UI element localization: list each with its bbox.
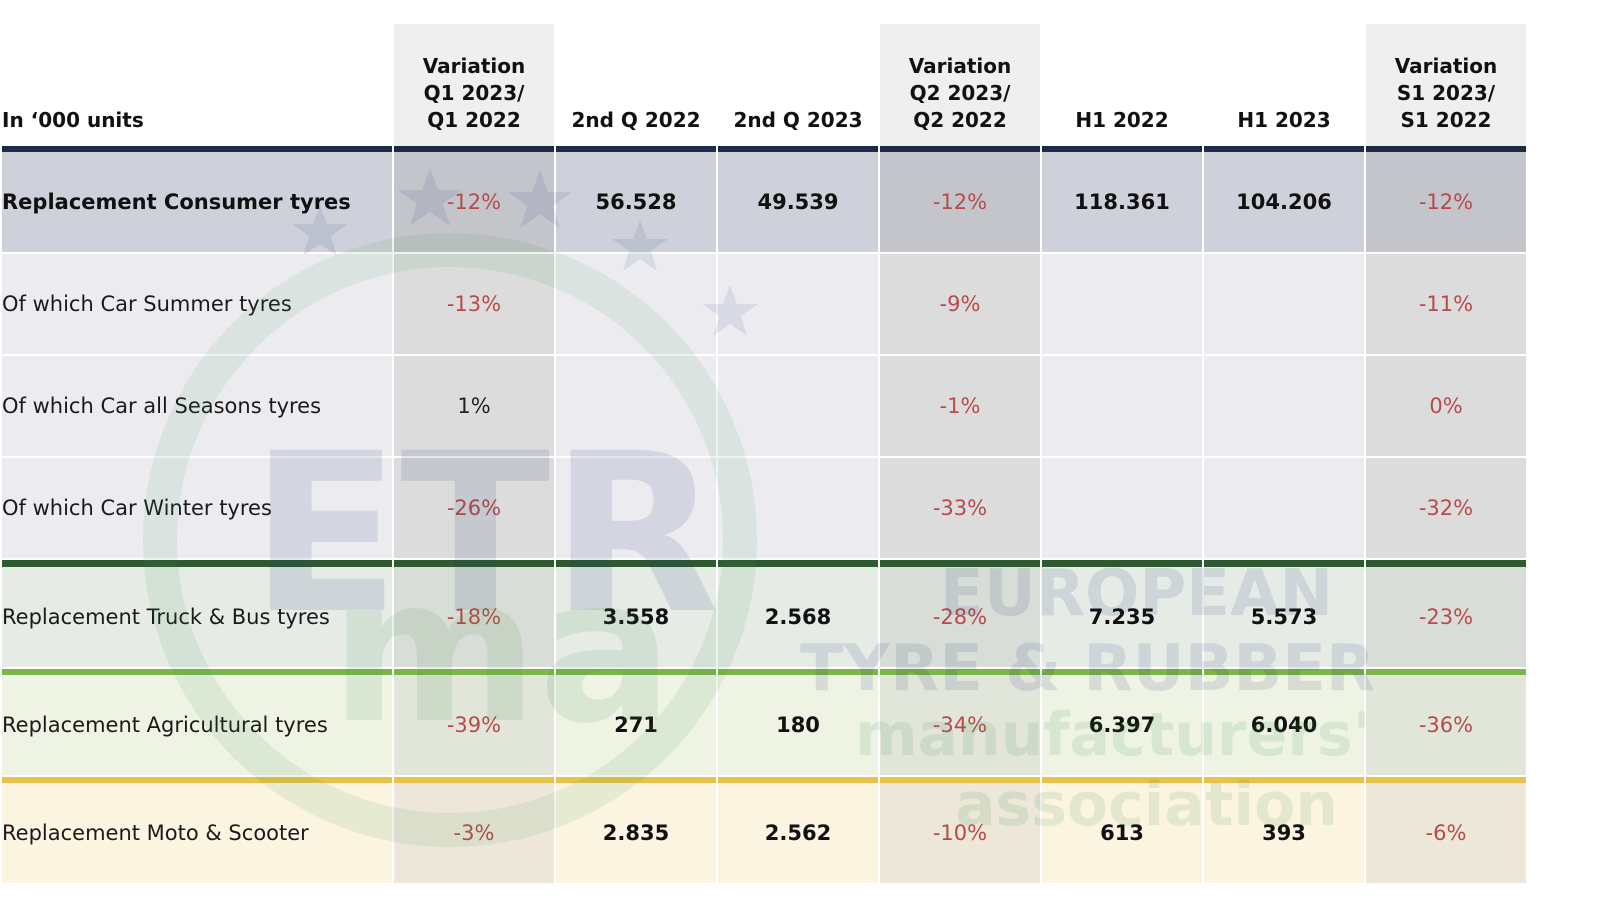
row-label: Of which Car Summer tyres xyxy=(2,254,392,356)
value-cell xyxy=(556,254,716,356)
column-header-variation-s1-2023-s1-2022: Variation S1 2023/S1 2022 xyxy=(1366,24,1526,152)
table-row-of-which-car-winter-tyres: Of which Car Winter tyres -26% -33% -32% xyxy=(2,458,1526,560)
value-cell: 2.568 xyxy=(718,560,878,669)
value-cell xyxy=(1042,356,1202,458)
row-label: Replacement Moto & Scooter xyxy=(2,777,392,885)
variation-cell: -23% xyxy=(1366,560,1526,669)
row-label: Replacement Truck & Bus tyres xyxy=(2,560,392,669)
column-header-line: Variation xyxy=(1394,54,1498,78)
variation-cell: -11% xyxy=(1366,254,1526,356)
variation-cell: -26% xyxy=(394,458,554,560)
value-cell: 3.558 xyxy=(556,560,716,669)
column-header-line: 2nd Q 2022 xyxy=(571,108,701,132)
value-cell: 118.361 xyxy=(1042,152,1202,254)
value-cell: 6.040 xyxy=(1204,669,1364,777)
value-cell: 104.206 xyxy=(1204,152,1364,254)
table-row-replacement-agricultural-tyres: Replacement Agricultural tyres -39% 271 180… xyxy=(2,669,1526,777)
table-header-row: In ‘000 units Variation Q1 2023/Q1 2022 2n… xyxy=(2,24,1526,152)
value-cell xyxy=(1204,356,1364,458)
column-header-line: Variation xyxy=(422,54,526,78)
variation-cell: 1% xyxy=(394,356,554,458)
table-row-replacement-truck-and-bus-tyres: Replacement Truck & Bus tyres -18% 3.558 2.… xyxy=(2,560,1526,669)
variation-cell: -12% xyxy=(394,152,554,254)
value-cell: 613 xyxy=(1042,777,1202,885)
value-cell: 180 xyxy=(718,669,878,777)
table-row-replacement-moto-and-scooter: Replacement Moto & Scooter -3% 2.835 2.562-… xyxy=(2,777,1526,885)
variation-cell: -12% xyxy=(1366,152,1526,254)
value-cell xyxy=(1204,254,1364,356)
table-row-of-which-car-summer-tyres: Of which Car Summer tyres -13% -9% -11% xyxy=(2,254,1526,356)
tyre-sales-table-container: In ‘000 units Variation Q1 2023/Q1 2022 2n… xyxy=(0,24,1528,885)
table-row-of-which-car-all-seasons-tyres: Of which Car all Seasons tyres 1% -1% 0% xyxy=(2,356,1526,458)
value-cell xyxy=(1042,254,1202,356)
variation-cell: -18% xyxy=(394,560,554,669)
row-label: Of which Car all Seasons tyres xyxy=(2,356,392,458)
column-header-line: Q1 2023/ xyxy=(423,81,525,105)
value-cell: 393 xyxy=(1204,777,1364,885)
variation-cell: -10% xyxy=(880,777,1040,885)
variation-cell: -33% xyxy=(880,458,1040,560)
value-cell: 7.235 xyxy=(1042,560,1202,669)
column-header-line: Q2 2022 xyxy=(913,108,1007,132)
value-cell xyxy=(718,356,878,458)
column-header-2nd-q-2022: 2nd Q 2022 xyxy=(556,24,716,152)
variation-cell: -13% xyxy=(394,254,554,356)
variation-cell: -39% xyxy=(394,669,554,777)
value-cell: 5.573 xyxy=(1204,560,1364,669)
row-label: Of which Car Winter tyres xyxy=(2,458,392,560)
column-header-line: S1 2022 xyxy=(1400,108,1492,132)
row-label: Replacement Agricultural tyres xyxy=(2,669,392,777)
table-row-replacement-consumer-tyres: Replacement Consumer tyres -12% 56.528 49.5… xyxy=(2,152,1526,254)
variation-cell: -34% xyxy=(880,669,1040,777)
table-body: Replacement Consumer tyres -12% 56.528 49.5… xyxy=(2,152,1526,885)
column-header-h1-2022: H1 2022 xyxy=(1042,24,1202,152)
value-cell: 49.539 xyxy=(718,152,878,254)
value-cell xyxy=(1042,458,1202,560)
variation-cell: -3% xyxy=(394,777,554,885)
value-cell: 2.562 xyxy=(718,777,878,885)
column-header-line: Variation xyxy=(908,54,1012,78)
column-header-2nd-q-2023: 2nd Q 2023 xyxy=(718,24,878,152)
unit-label-header: In ‘000 units xyxy=(2,24,392,152)
value-cell xyxy=(718,458,878,560)
column-header-line: S1 2023/ xyxy=(1396,81,1496,105)
column-header-line: H1 2023 xyxy=(1237,108,1331,132)
variation-cell: -32% xyxy=(1366,458,1526,560)
variation-cell: -9% xyxy=(880,254,1040,356)
variation-cell: -28% xyxy=(880,560,1040,669)
value-cell xyxy=(556,356,716,458)
column-header-variation-q1-2023-q1-2022: Variation Q1 2023/Q1 2022 xyxy=(394,24,554,152)
column-header-line: Q1 2022 xyxy=(427,108,521,132)
value-cell xyxy=(718,254,878,356)
value-cell: 2.835 xyxy=(556,777,716,885)
value-cell: 271 xyxy=(556,669,716,777)
column-header-line: Q2 2023/ xyxy=(909,81,1011,105)
variation-cell: -6% xyxy=(1366,777,1526,885)
variation-cell: -1% xyxy=(880,356,1040,458)
column-header-line: 2nd Q 2023 xyxy=(733,108,863,132)
variation-cell: 0% xyxy=(1366,356,1526,458)
tyre-sales-table: In ‘000 units Variation Q1 2023/Q1 2022 2n… xyxy=(0,24,1528,885)
value-cell xyxy=(1204,458,1364,560)
value-cell: 56.528 xyxy=(556,152,716,254)
variation-cell: -36% xyxy=(1366,669,1526,777)
column-header-line: H1 2022 xyxy=(1075,108,1169,132)
variation-cell: -12% xyxy=(880,152,1040,254)
value-cell xyxy=(556,458,716,560)
column-header-h1-2023: H1 2023 xyxy=(1204,24,1364,152)
value-cell: 6.397 xyxy=(1042,669,1202,777)
column-header-variation-q2-2023-q2-2022: Variation Q2 2023/Q2 2022 xyxy=(880,24,1040,152)
row-label: Replacement Consumer tyres xyxy=(2,152,392,254)
